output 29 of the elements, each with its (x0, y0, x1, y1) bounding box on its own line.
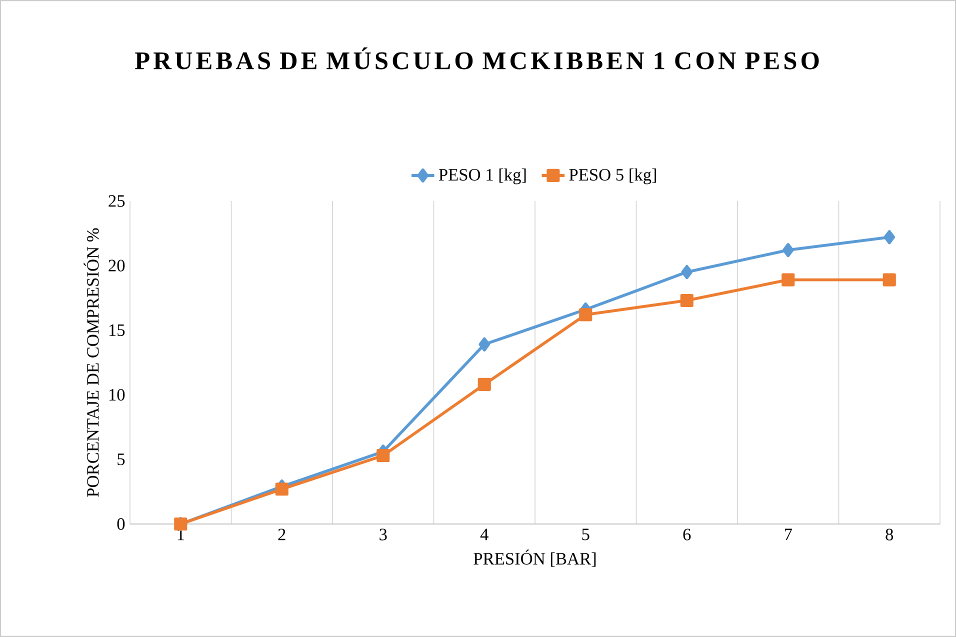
point (275, 482, 288, 496)
y-tick-label: 15 (109, 324, 125, 336)
x-tick-label: 5 (582, 528, 590, 540)
point (681, 264, 693, 280)
y-tick-label: 10 (109, 388, 125, 401)
point (782, 243, 794, 258)
point (579, 308, 592, 322)
chart-title: PRUEBAS DE MÚSCULO MCKIBBEN 1 CON PESO (135, 47, 819, 70)
x-tick-label: 3 (380, 528, 387, 540)
x-tick-label: 6 (683, 528, 691, 540)
y-axis-title: PORCENTAJE DE COMPRESIÓN % (84, 228, 99, 497)
point (478, 337, 490, 352)
y-tick-label: 0 (117, 518, 125, 530)
point (782, 273, 795, 286)
point (882, 273, 896, 286)
y-tick-label: 5 (118, 454, 125, 466)
x-axis-title: PRESIÓN [BAR] (474, 550, 596, 567)
y-tick-label: 25 (108, 195, 125, 207)
y-tick-label: 20 (108, 260, 125, 272)
legend-label: PESO 5 [kg] (569, 168, 656, 184)
point (884, 230, 896, 244)
x-tick-label: 4 (480, 528, 488, 540)
point (376, 448, 390, 462)
x-tick-label: 7 (784, 528, 792, 540)
legend-label: PESO 1 [kg] (438, 168, 526, 184)
x-tick-label: 2 (278, 528, 286, 540)
point (680, 294, 694, 308)
x-tick-label: 8 (886, 528, 894, 540)
point (478, 378, 491, 391)
